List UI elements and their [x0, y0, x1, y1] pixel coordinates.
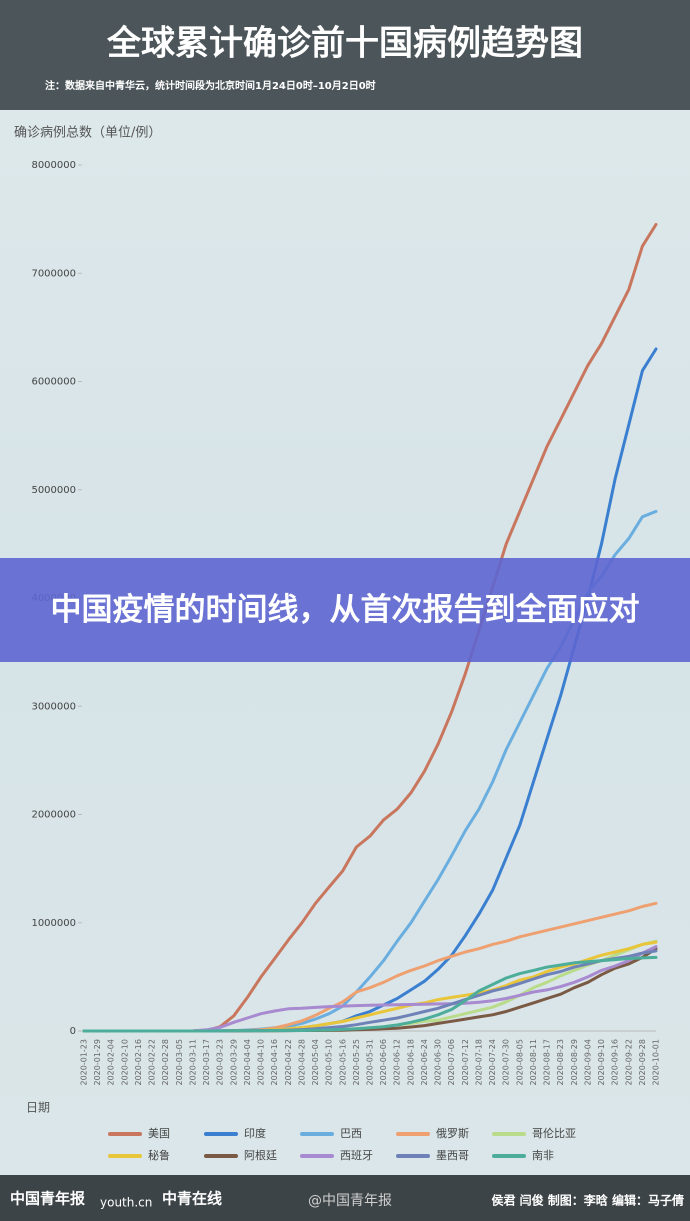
x-tick-label: 2020-01-23	[80, 1039, 89, 1086]
banner-text: 中国疫情的时间线，从首次报告到全面应对	[50, 592, 640, 628]
y-tick-label: 6000000	[31, 377, 76, 388]
y-tick-label: 2000000	[31, 810, 76, 821]
x-tick-label: 2020-02-16	[134, 1039, 143, 1086]
x-tick-label: 2020-06-18	[406, 1039, 415, 1086]
chart-title: 全球累计确诊前十国病例趋势图	[106, 24, 583, 64]
x-tick-label: 2020-07-06	[447, 1039, 456, 1086]
legend-label: 巴西	[340, 1127, 362, 1140]
x-tick-label: 2020-05-25	[352, 1039, 361, 1086]
x-tick-label: 2020-06-24	[420, 1039, 429, 1086]
x-tick-label: 2020-02-28	[161, 1039, 170, 1086]
x-tick-label: 2020-07-24	[488, 1039, 497, 1086]
legend-label: 俄罗斯	[436, 1127, 469, 1140]
y-tick-label: 5000000	[31, 485, 76, 496]
banner: 中国疫情的时间线，从首次报告到全面应对	[0, 558, 690, 662]
x-tick-label: 2020-09-28	[638, 1039, 647, 1086]
watermark: @中国青年报	[308, 1193, 392, 1209]
x-tick-label: 2020-08-23	[556, 1039, 565, 1086]
x-tick-label: 2020-02-22	[148, 1039, 157, 1086]
x-tick-label: 2020-03-29	[229, 1039, 238, 1086]
x-tick-label: 2020-04-04	[243, 1039, 252, 1086]
x-tick-label: 2020-06-12	[393, 1039, 402, 1086]
x-tick-label: 2020-05-10	[325, 1039, 334, 1086]
footer-credit: 侯君 闫俊 制图：李晗 编辑：马子倩	[491, 1193, 684, 1208]
footer-logo: 中国青年报	[10, 1190, 85, 1208]
x-tick-label: 2020-04-16	[270, 1039, 279, 1086]
y-tick-label: 0	[70, 1026, 76, 1037]
x-tick-label: 2020-09-22	[624, 1039, 633, 1086]
y-axis-label: 确诊病例总数（单位/例）	[14, 126, 161, 141]
legend-label: 哥伦比亚	[532, 1126, 576, 1140]
x-tick-label: 2020-10-01	[652, 1039, 661, 1086]
x-tick-label: 2020-03-11	[188, 1039, 197, 1086]
y-tick-label: 3000000	[31, 701, 76, 712]
footer-logo: 中青在线	[162, 1190, 222, 1208]
footer-logo: youth.cn	[100, 1196, 152, 1210]
x-tick-label: 2020-03-05	[175, 1039, 184, 1086]
x-tick-label: 2020-08-29	[570, 1039, 579, 1086]
x-tick-label: 2020-05-16	[338, 1039, 347, 1086]
legend-label: 秘鲁	[148, 1148, 170, 1162]
x-tick-label: 2020-05-31	[366, 1039, 375, 1086]
note: 注：数据来自中青华云，统计时间段为北京时间1月24日0时–10月2日0时	[45, 79, 376, 92]
x-tick-label: 2020-07-18	[474, 1039, 483, 1086]
x-tick-label: 2020-08-17	[543, 1039, 552, 1086]
series-line	[82, 955, 658, 1033]
x-tick-label: 2020-02-10	[120, 1039, 129, 1086]
y-tick-label: 1000000	[31, 918, 76, 929]
x-tick-label: 2020-04-10	[257, 1039, 266, 1086]
x-tick-label: 2020-09-04	[583, 1039, 592, 1086]
legend-label: 南非	[532, 1149, 554, 1162]
x-tick-label: 2020-09-16	[611, 1039, 620, 1086]
x-tick-label: 2020-03-23	[216, 1039, 225, 1086]
x-tick-label: 2020-04-22	[284, 1039, 293, 1086]
x-tick-label: 2020-08-11	[529, 1039, 538, 1086]
y-tick-label: 7000000	[31, 268, 76, 279]
x-tick-label: 2020-07-12	[461, 1039, 470, 1086]
series-line	[82, 347, 658, 1033]
series-line	[82, 947, 658, 1033]
x-tick-label: 2020-03-17	[202, 1039, 211, 1086]
legend-label: 印度	[244, 1126, 266, 1140]
header-bg	[0, 0, 690, 110]
legend-label: 西班牙	[340, 1149, 373, 1162]
x-tick-label: 2020-02-04	[107, 1039, 116, 1086]
x-tick-label: 2020-01-29	[93, 1039, 102, 1086]
x-tick-label: 2020-09-10	[597, 1039, 606, 1086]
footer-bg	[0, 1175, 690, 1221]
x-tick-label: 2020-06-30	[434, 1039, 443, 1086]
x-tick-label: 2020-05-04	[311, 1039, 320, 1086]
x-tick-label: 2020-04-28	[297, 1039, 306, 1086]
legend-label: 美国	[148, 1127, 170, 1140]
x-axis-label: 日期	[26, 1101, 50, 1115]
x-tick-label: 2020-07-30	[502, 1039, 511, 1086]
x-tick-label: 2020-08-05	[515, 1039, 524, 1086]
y-tick-label: 8000000	[31, 160, 76, 171]
legend-label: 墨西哥	[436, 1149, 469, 1162]
legend-label: 阿根廷	[244, 1148, 277, 1162]
x-tick-label: 2020-06-06	[379, 1039, 388, 1086]
